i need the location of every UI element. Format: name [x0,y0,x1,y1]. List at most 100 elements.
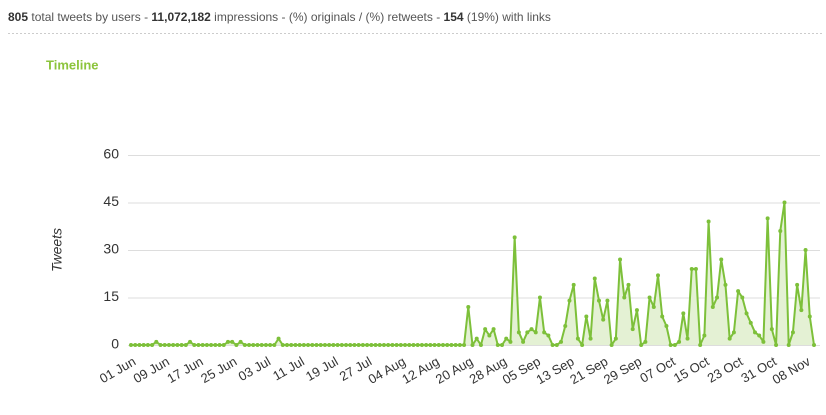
point [453,343,458,347]
point [150,343,155,347]
summary-text: 805 [8,10,29,24]
point [537,295,542,300]
y-tick-label: 45 [103,193,119,209]
point [736,289,741,294]
point [251,343,256,347]
point [175,343,180,347]
point [677,339,682,344]
point [432,343,437,347]
point [681,311,686,316]
point [609,343,614,347]
point [622,295,627,300]
point [474,336,479,341]
point [525,330,530,335]
point [727,336,732,341]
x-tick-label: 28 Aug [467,354,510,387]
point [689,267,694,271]
point [137,343,142,347]
point [348,343,353,347]
point [651,305,656,309]
point [386,343,391,347]
x-tick-label: 21 Sep [567,354,610,388]
point [660,314,665,319]
point [171,343,176,347]
point [289,343,294,347]
point [415,343,420,347]
point [419,343,424,347]
y-tick-label: 30 [103,241,119,257]
point [803,248,808,252]
point [778,229,783,233]
point [504,336,509,341]
point [668,343,673,347]
point [693,267,698,271]
point [580,343,585,347]
point [327,343,332,347]
point [158,343,163,347]
summary-text: impressions - (%) originals / (%) retwee… [210,10,444,24]
point [183,343,188,347]
point [356,343,361,347]
point [567,298,572,303]
point [449,343,454,347]
point [381,343,386,347]
point [639,343,644,347]
point [685,336,690,341]
point [129,343,133,347]
point [533,330,538,335]
x-tick-label: 04 Aug [365,354,408,387]
point [664,324,669,328]
point [440,343,445,347]
point [521,339,526,344]
x-tick-label: 09 Jun [131,354,172,387]
point [601,317,606,322]
point [263,343,268,347]
point [411,343,416,347]
point [647,295,652,300]
summary: 805 total tweets by users - 11,072,182 i… [8,10,551,24]
point [230,339,235,344]
point [584,314,589,319]
point [234,343,239,347]
chart-title: Timeline [46,57,99,72]
point [284,343,289,347]
y-tick-label: 15 [103,288,119,304]
x-tick-label: 15 Oct [671,353,712,385]
x-tick-label: 23 Oct [705,353,746,385]
point [672,343,677,347]
point [774,343,779,347]
point [807,314,812,319]
point [344,343,349,347]
point [335,343,340,347]
x-tick-label: 03 Jul [236,354,274,384]
x-tick-label: 08 Nov [770,353,814,387]
point [238,339,243,344]
point [483,327,488,332]
point [630,327,635,332]
point [761,339,766,344]
point [516,330,521,335]
point [306,343,311,347]
point [782,200,787,205]
point [529,327,534,332]
point [221,343,226,347]
point [154,339,159,344]
point [369,343,374,347]
point [318,343,323,347]
x-tick-label: 01 Jun [97,354,138,387]
y-tick-label: 0 [111,336,119,352]
point [377,343,382,347]
point [723,282,728,287]
point [757,333,762,338]
point [322,343,327,347]
point [559,339,564,344]
point [310,343,315,347]
point [588,336,593,341]
point [428,343,433,347]
point [301,343,306,347]
point [546,333,551,338]
point [365,343,370,347]
point [162,343,167,347]
point [478,343,483,347]
